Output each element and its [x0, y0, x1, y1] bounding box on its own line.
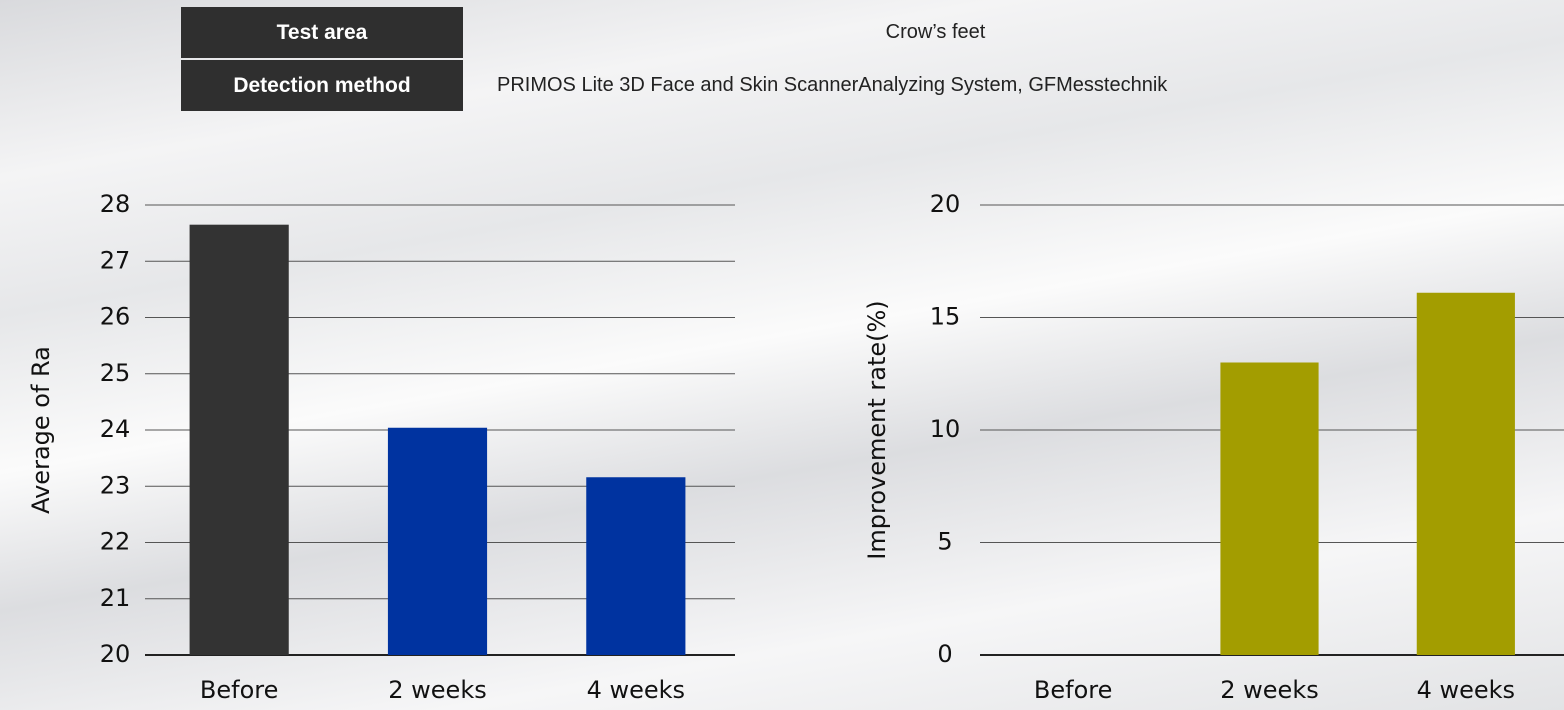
x-tick-label: 2 weeks	[1220, 676, 1318, 704]
y-tick-label: 28	[100, 190, 131, 218]
y-tick-label: 23	[100, 471, 131, 499]
y-tick-label: 15	[930, 303, 961, 331]
x-tick-label: 4 weeks	[587, 676, 685, 704]
y-tick-label: 20	[930, 190, 961, 218]
y-tick-label: 10	[930, 415, 961, 443]
y-tick-label: 20	[100, 640, 131, 668]
y-tick-label: 24	[100, 415, 131, 443]
x-tick-label: 2 weeks	[388, 676, 486, 704]
bar	[387, 427, 488, 655]
y-tick-label: 27	[100, 246, 131, 274]
table-cell: Crow’s feet	[885, 21, 986, 43]
y-tick-label: 25	[100, 359, 131, 387]
bar	[1220, 362, 1319, 655]
table-header: Test area	[181, 7, 463, 58]
y-tick-label: 21	[100, 584, 131, 612]
y-tick-label: 22	[100, 528, 131, 556]
x-tick-label: Before	[200, 676, 278, 704]
bar	[189, 224, 289, 655]
y-axis-label: Average of Ra	[27, 346, 55, 514]
bar	[1416, 292, 1515, 655]
x-tick-label: 4 weeks	[1417, 676, 1515, 704]
y-axis-label: Improvement rate(%)	[863, 300, 891, 559]
y-tick-label: 0	[937, 640, 952, 668]
bar	[586, 477, 686, 655]
x-tick-label: Before	[1034, 676, 1112, 704]
table-cell: PRIMOS Lite 3D Face and Skin ScannerAnal…	[497, 74, 1168, 96]
y-tick-label: 26	[100, 303, 131, 331]
y-tick-label: 5	[937, 528, 952, 556]
table-header: Detection method	[181, 60, 463, 111]
